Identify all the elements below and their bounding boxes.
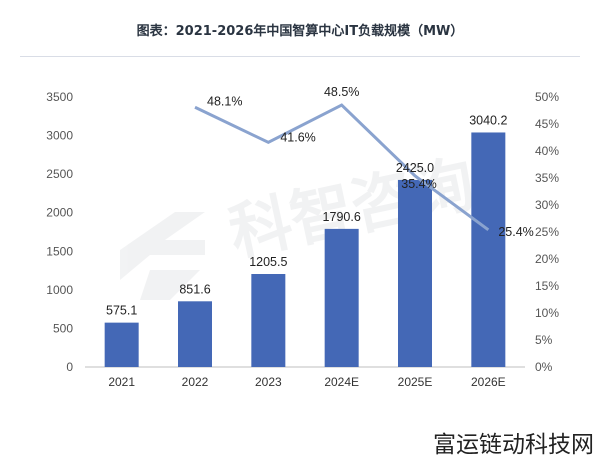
right-axis-tick-label: 30% bbox=[535, 198, 559, 212]
combo-chart: 科智咨询 05001000150020002500300035000%5%10%… bbox=[46, 85, 559, 389]
x-axis-tick-label: 2021 bbox=[108, 375, 135, 389]
right-axis-tick-label: 50% bbox=[535, 90, 559, 104]
left-axis-tick-label: 1000 bbox=[46, 283, 73, 297]
line-value-label: 48.5% bbox=[324, 85, 359, 99]
bar-value-label: 575.1 bbox=[106, 304, 137, 318]
right-axis-tick-label: 5% bbox=[535, 333, 553, 347]
line-value-label: 25.4% bbox=[498, 225, 533, 239]
right-axis-tick-label: 45% bbox=[535, 117, 559, 131]
right-axis-tick-label: 20% bbox=[535, 252, 559, 266]
right-axis-tick-label: 25% bbox=[535, 225, 559, 239]
growth-rate-line bbox=[194, 103, 490, 232]
bar bbox=[471, 132, 506, 367]
x-axis-tick-label: 2024E bbox=[324, 375, 359, 389]
right-axis-tick-label: 35% bbox=[535, 171, 559, 185]
right-axis-tick-label: 10% bbox=[535, 306, 559, 320]
left-axis-tick-label: 3000 bbox=[46, 129, 73, 143]
bar-value-label: 3040.2 bbox=[469, 113, 507, 127]
bar-value-label: 851.6 bbox=[179, 282, 210, 296]
bar-value-label: 1205.5 bbox=[249, 255, 287, 269]
footer-watermark: 富运链动科技网 bbox=[433, 432, 594, 458]
right-axis-tick-label: 15% bbox=[535, 279, 559, 293]
bar bbox=[178, 301, 212, 367]
line-value-label: 41.6% bbox=[280, 130, 315, 144]
x-axis-tick-label: 2023 bbox=[255, 375, 282, 389]
bar bbox=[104, 322, 139, 367]
left-axis-tick-label: 3500 bbox=[46, 90, 73, 104]
bar-value-label: 2425.0 bbox=[396, 161, 434, 175]
bar bbox=[324, 228, 359, 367]
bar-value-label: 1790.6 bbox=[323, 210, 361, 224]
x-axis-tick-label: 2025E bbox=[398, 375, 433, 389]
right-axis-tick-label: 0% bbox=[535, 360, 553, 374]
x-axis-tick-label: 2026E bbox=[471, 375, 506, 389]
bar bbox=[398, 179, 432, 367]
x-axis-tick-label: 2022 bbox=[182, 375, 209, 389]
title-divider bbox=[20, 56, 580, 57]
line-value-label: 48.1% bbox=[207, 94, 242, 108]
bar bbox=[251, 274, 286, 367]
left-axis-tick-label: 0 bbox=[66, 360, 73, 374]
left-axis-tick-label: 500 bbox=[53, 321, 73, 335]
left-axis-tick-label: 1500 bbox=[46, 244, 73, 258]
line-value-label: 35.4% bbox=[401, 177, 436, 191]
right-axis-tick-label: 40% bbox=[535, 144, 559, 158]
chart-title: 图表：2021-2026年中国智算中心IT负载规模（MW） bbox=[136, 24, 464, 39]
left-axis-tick-label: 2000 bbox=[46, 206, 73, 220]
left-axis-tick-label: 2500 bbox=[46, 167, 73, 181]
